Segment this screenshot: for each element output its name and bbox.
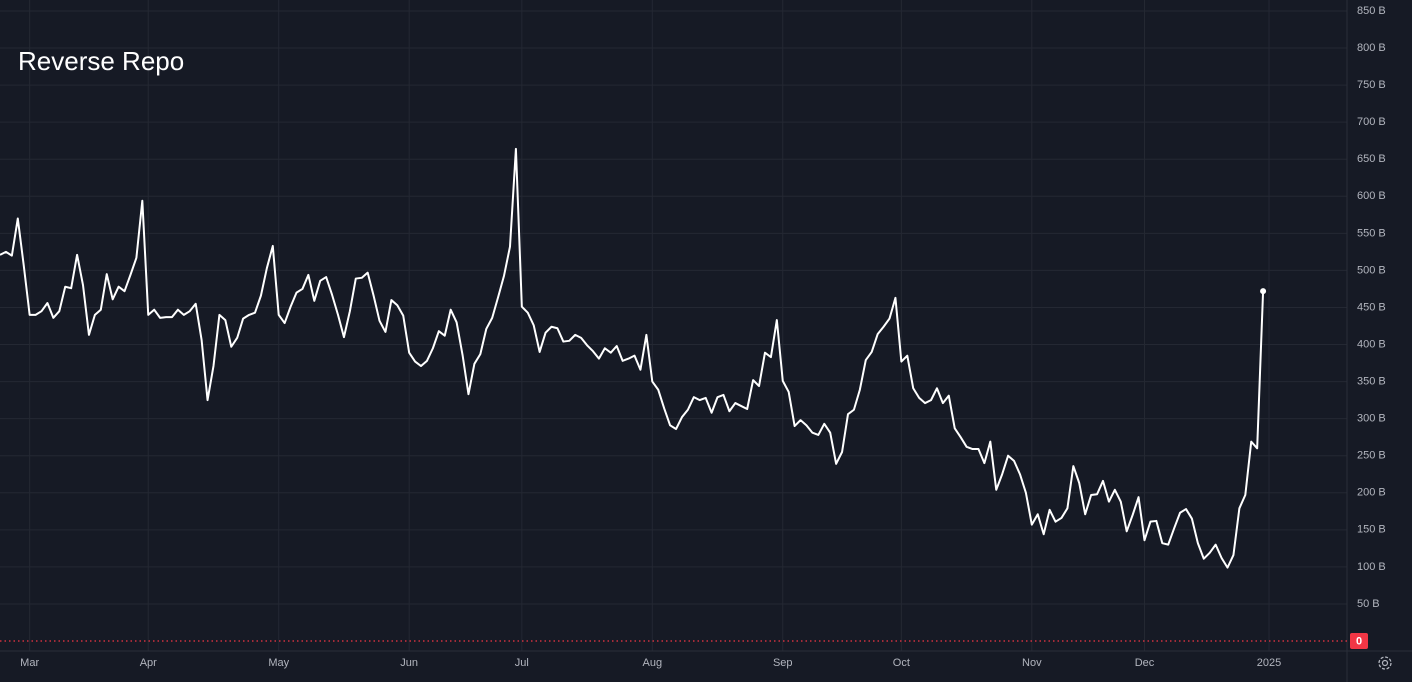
y-tick-label: 850 B: [1357, 5, 1386, 17]
gear-center: [1381, 659, 1389, 667]
x-tick-label: Sep: [773, 657, 793, 669]
y-tick-label: 100 B: [1357, 561, 1386, 573]
y-tick-label: 700 B: [1357, 116, 1386, 128]
x-tick-label: Jun: [400, 657, 418, 669]
zero-label: 0: [1356, 635, 1362, 647]
grid: [0, 0, 1347, 651]
y-tick-label: 650 B: [1357, 153, 1386, 165]
chart-title: Reverse Repo: [18, 46, 184, 76]
y-tick-label: 150 B: [1357, 524, 1386, 536]
x-tick-label: Mar: [20, 657, 39, 669]
y-tick-label: 450 B: [1357, 301, 1386, 313]
y-tick-label: 300 B: [1357, 413, 1386, 425]
y-tick-label: 600 B: [1357, 190, 1386, 202]
zero-badge: [1350, 633, 1368, 649]
y-tick-label: 250 B: [1357, 450, 1386, 462]
y-tick-label: 550 B: [1357, 227, 1386, 239]
x-tick-label: Oct: [893, 657, 910, 669]
y-tick-label: 50 B: [1357, 598, 1380, 610]
x-tick-label: Nov: [1022, 657, 1042, 669]
x-tick-label: May: [268, 657, 289, 669]
x-tick-label: Jul: [515, 657, 529, 669]
x-tick-label: Aug: [643, 657, 663, 669]
marks: [0, 147, 1347, 642]
labels: 50 B 100 B 150 B 200 B 250 B 300 B 350 B 400 B 4…: [20, 5, 1386, 669]
y-tick-label: 800 B: [1357, 42, 1386, 54]
x-tick-label: Apr: [140, 657, 157, 669]
y-tick-label: 750 B: [1357, 79, 1386, 91]
last-point: [1260, 288, 1267, 295]
gear: [1378, 656, 1392, 670]
x-tick-label: 2025: [1257, 657, 1281, 669]
x-tick-label: Dec: [1135, 657, 1155, 669]
y-tick-label: 200 B: [1357, 487, 1386, 499]
settings-icon[interactable]: [1378, 656, 1392, 670]
y-tick-label: 350 B: [1357, 375, 1386, 387]
series-line: [0, 147, 1265, 569]
y-tick-label: 400 B: [1357, 338, 1386, 350]
y-tick-label: 500 B: [1357, 264, 1386, 276]
